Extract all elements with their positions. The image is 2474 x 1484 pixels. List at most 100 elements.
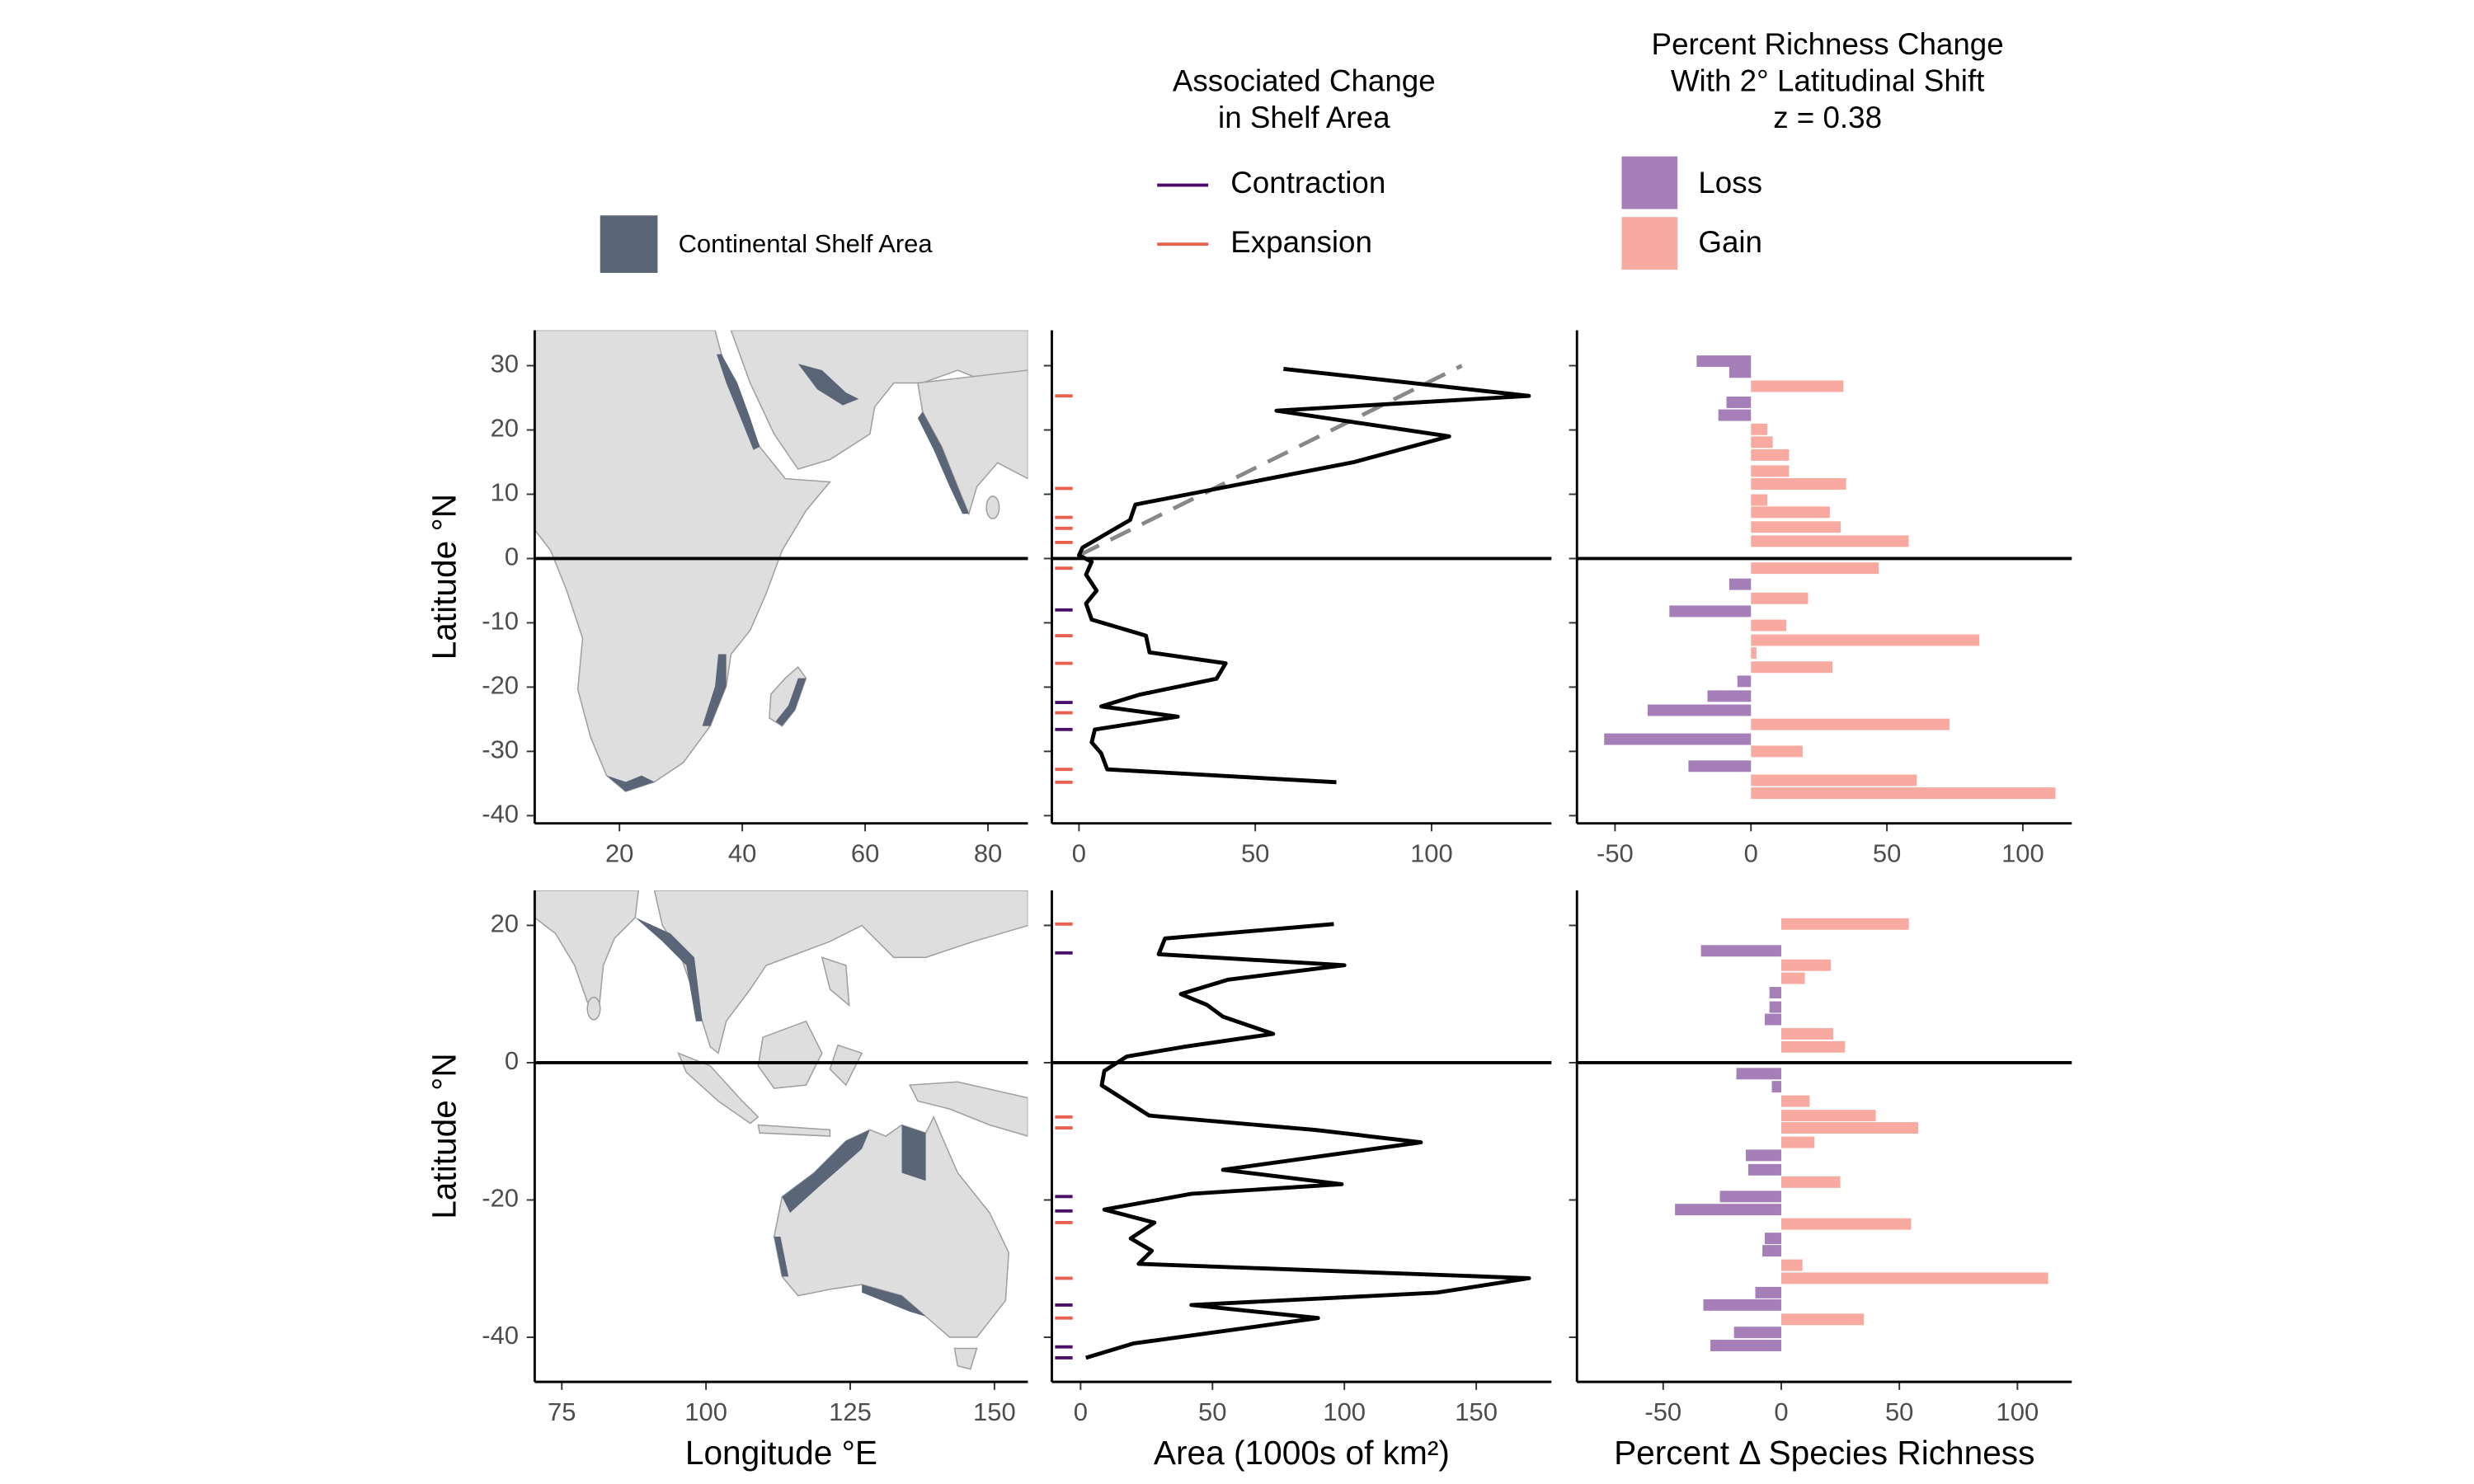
x-tick-label: 60 xyxy=(851,839,879,868)
bar xyxy=(1780,1136,1815,1148)
y-tick-label: -40 xyxy=(482,1321,519,1350)
bar xyxy=(1688,760,1752,773)
bar xyxy=(1769,1001,1781,1013)
bar xyxy=(1780,1040,1846,1053)
legend-label: Continental Shelf Area xyxy=(679,229,934,258)
bar xyxy=(1769,987,1781,999)
y-axis-title: Latitude °N xyxy=(426,494,463,660)
bar xyxy=(1675,1204,1781,1216)
x-axis-title: Longitude °E xyxy=(685,1434,877,1472)
legend-label: Contraction xyxy=(1230,166,1385,200)
bar xyxy=(1780,1122,1919,1134)
bar xyxy=(1780,959,1832,971)
x-tick-label: 0 xyxy=(1072,839,1086,868)
bar xyxy=(1604,733,1752,745)
bar xyxy=(1751,506,1830,519)
legend-title: Percent Richness Change xyxy=(1652,27,2004,61)
bar xyxy=(1751,661,1833,674)
y-tick-label: -20 xyxy=(482,671,519,700)
y-tick-label: 0 xyxy=(505,542,519,571)
bar xyxy=(1700,945,1781,957)
bar xyxy=(1726,397,1752,408)
y-tick-label: 20 xyxy=(491,909,519,938)
x-tick-label: 75 xyxy=(548,1397,576,1426)
area-line xyxy=(1076,367,1531,785)
bar xyxy=(1737,675,1752,688)
bar xyxy=(1751,494,1768,506)
bar xyxy=(1751,619,1787,632)
legend-title: z = 0.38 xyxy=(1773,101,1882,134)
bar xyxy=(1751,718,1950,730)
x-tick-label: 50 xyxy=(1241,839,1269,868)
bar xyxy=(1703,1298,1781,1311)
bar xyxy=(1780,1110,1876,1122)
x-tick-label: 150 xyxy=(1455,1397,1498,1426)
bar xyxy=(1718,409,1752,421)
bar xyxy=(1762,1245,1781,1257)
bar xyxy=(1747,1163,1781,1176)
bar xyxy=(1751,423,1768,435)
x-tick-label: 50 xyxy=(1885,1397,1913,1426)
bar xyxy=(1751,647,1757,660)
bar xyxy=(1780,918,1909,930)
x-tick-label: 20 xyxy=(605,839,633,868)
map-australasia xyxy=(534,890,1028,1370)
bar xyxy=(1751,562,1879,575)
bar xyxy=(1764,1013,1781,1026)
x-axis-title: Area (1000s of km²) xyxy=(1154,1434,1450,1472)
bar xyxy=(1736,1068,1781,1080)
y-tick-label: 0 xyxy=(505,1046,519,1075)
legend-title: Associated Change xyxy=(1173,63,1436,97)
x-tick-label: 80 xyxy=(974,839,1002,868)
bar xyxy=(1669,605,1752,618)
x-tick-label: -50 xyxy=(1597,839,1634,868)
bar xyxy=(1755,1286,1781,1298)
bar xyxy=(1751,478,1846,490)
bar xyxy=(1780,1272,2048,1284)
bar xyxy=(1780,1095,1810,1107)
y-tick-label: -30 xyxy=(482,735,519,764)
bar xyxy=(1751,436,1773,448)
y-tick-label: -40 xyxy=(482,800,519,829)
bar xyxy=(1780,972,1805,984)
bar xyxy=(1771,1081,1781,1093)
y-tick-label: -10 xyxy=(482,607,519,636)
x-tick-label: -50 xyxy=(1644,1397,1681,1426)
legend-swatch xyxy=(1621,156,1678,209)
bar xyxy=(1780,1218,1912,1230)
x-tick-label: 100 xyxy=(2001,839,2044,868)
bar xyxy=(1751,634,1980,646)
y-tick-label: 10 xyxy=(491,478,519,507)
bar xyxy=(1780,1259,1803,1271)
x-tick-label: 50 xyxy=(1873,839,1901,868)
bar xyxy=(1751,787,2056,800)
legend-swatch xyxy=(1621,217,1678,270)
x-tick-label: 100 xyxy=(1997,1397,2039,1426)
x-tick-label: 0 xyxy=(1774,1397,1788,1426)
x-tick-label: 100 xyxy=(1323,1397,1366,1426)
y-tick-label: 30 xyxy=(491,350,519,378)
legend-label: Loss xyxy=(1698,166,1762,200)
bar xyxy=(1719,1190,1781,1203)
bar xyxy=(1751,380,1844,392)
x-tick-label: 100 xyxy=(1410,839,1453,868)
bar xyxy=(1751,465,1790,477)
legend-label: Expansion xyxy=(1230,225,1372,259)
y-tick-label: -20 xyxy=(482,1184,519,1213)
bar xyxy=(1707,690,1752,702)
bar xyxy=(1729,578,1752,590)
bar xyxy=(1780,1313,1865,1326)
trend-line xyxy=(1078,364,1463,557)
bar xyxy=(1647,704,1752,716)
area-line xyxy=(1085,922,1531,1360)
x-axis-title: Percent Δ Species Richness xyxy=(1614,1434,2034,1472)
bar xyxy=(1751,521,1841,533)
bar xyxy=(1751,535,1909,547)
bar xyxy=(1751,745,1803,758)
bar xyxy=(1780,1028,1833,1040)
x-tick-label: 125 xyxy=(829,1397,872,1426)
bar xyxy=(1751,774,1917,787)
y-tick-label: 20 xyxy=(491,414,519,443)
bar xyxy=(1710,1340,1781,1351)
